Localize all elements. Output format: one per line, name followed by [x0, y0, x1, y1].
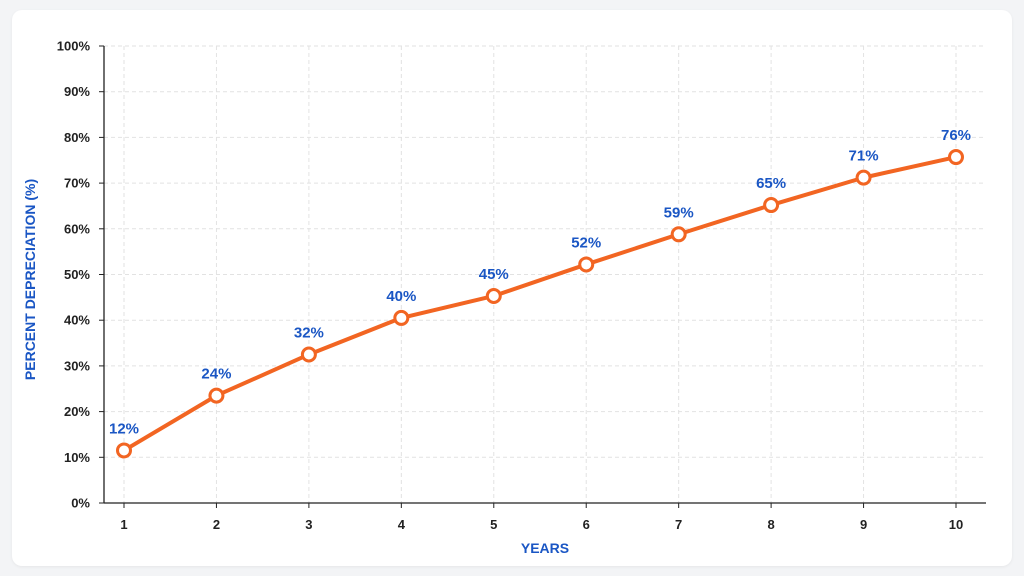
y-tick-label: 10%: [64, 450, 90, 465]
x-tick-label: 10: [949, 517, 963, 532]
data-label: 40%: [386, 288, 416, 305]
data-label: 45%: [479, 266, 509, 283]
data-point: [393, 309, 410, 326]
data-label: 52%: [571, 234, 601, 251]
data-point: [670, 226, 687, 243]
x-tick-label: 9: [860, 517, 867, 532]
data-label: 71%: [849, 148, 879, 165]
data-point: [208, 387, 225, 404]
y-tick-label: 90%: [64, 84, 90, 99]
data-point: [485, 287, 502, 304]
data-point: [300, 346, 317, 363]
y-tick-label: 30%: [64, 358, 90, 373]
y-tick-label: 80%: [64, 130, 90, 145]
x-tick-labels: 1 2 3 4 5 6 7 8 9 10: [120, 517, 963, 532]
y-tick-label: 100%: [57, 39, 91, 54]
x-tick-label: 1: [120, 517, 127, 532]
axes: [99, 45, 986, 508]
x-tick-label: 8: [767, 517, 774, 532]
y-axis-title: PERCENT DEPRECIATION (%): [22, 179, 38, 380]
y-tick-label: 0%: [71, 496, 90, 511]
data-label: 12%: [109, 420, 139, 437]
y-tick-label: 60%: [64, 221, 90, 236]
data-point: [116, 442, 132, 459]
x-tick-label: 3: [305, 517, 312, 532]
data-point: [855, 169, 872, 186]
series-line: [122, 155, 958, 453]
y-tick-labels: 0% 10% 20% 30% 40% 50% 60% 70% 80% 90% 100%: [57, 39, 91, 511]
data-point: [948, 149, 964, 166]
x-tick-label: 5: [490, 517, 497, 532]
data-point: [763, 197, 780, 214]
x-tick-label: 6: [583, 517, 590, 532]
y-tick-label: 20%: [64, 404, 90, 419]
data-label: 76%: [941, 127, 971, 144]
series-group: [116, 149, 964, 459]
data-label: 65%: [756, 175, 786, 192]
data-label: 59%: [664, 204, 694, 221]
y-tick-label: 40%: [64, 313, 90, 328]
data-label: 32%: [294, 324, 324, 341]
y-tick-label: 70%: [64, 176, 90, 191]
data-point: [578, 256, 595, 273]
x-tick-label: 7: [675, 517, 682, 532]
data-labels: 12% 24% 32% 40% 45% 52% 59% 65% 71% 76%: [109, 127, 971, 437]
x-tick-label: 4: [398, 517, 406, 532]
y-tick-label: 50%: [64, 267, 90, 282]
grid-lines: [104, 45, 986, 503]
x-tick-label: 2: [213, 517, 220, 532]
data-label: 24%: [201, 366, 231, 383]
x-axis-title: YEARS: [521, 540, 569, 556]
